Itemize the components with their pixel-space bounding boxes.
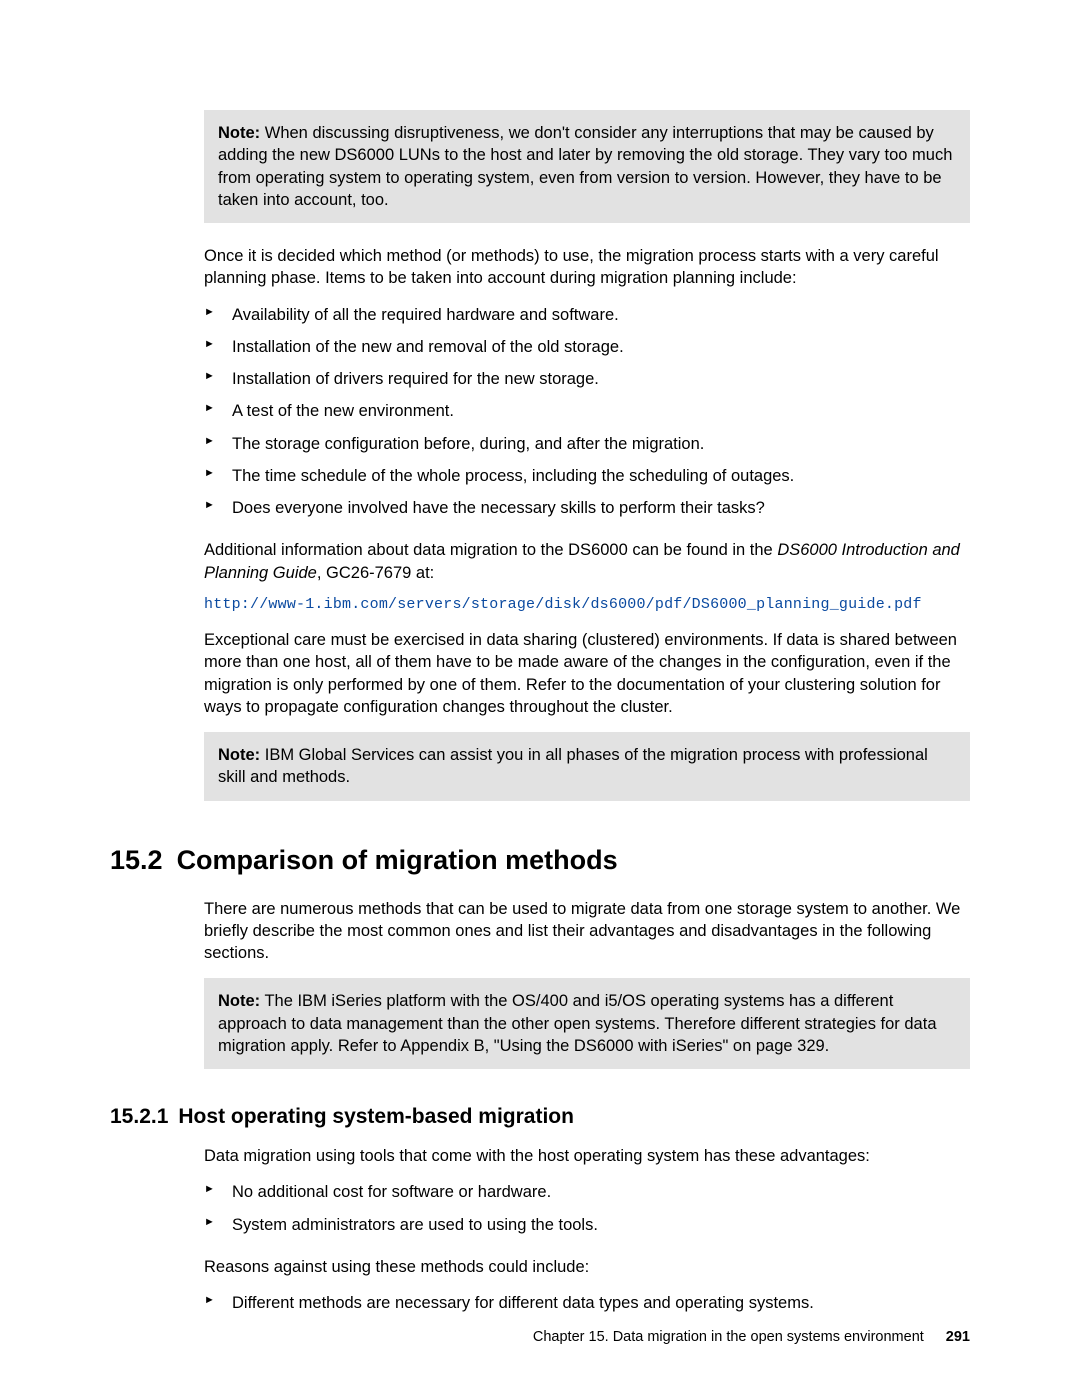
subsection-title: Host operating system-based migration [178,1105,574,1128]
list-item: Installation of the new and removal of t… [204,336,970,358]
planning-list: Availability of all the required hardwar… [204,304,970,520]
list-item: Does everyone involved have the necessar… [204,497,970,519]
list-item: The storage configuration before, during… [204,433,970,455]
footer-page-number: 291 [946,1329,970,1345]
list-item: Installation of drivers required for the… [204,368,970,390]
list-item: No additional cost for software or hardw… [204,1181,970,1203]
reasons-against: Reasons against using these methods coul… [204,1256,970,1278]
list-item: System administrators are used to using … [204,1214,970,1236]
note-label: Note: [218,992,260,1010]
note-text: When discussing disruptiveness, we don't… [218,124,952,209]
list-item: The time schedule of the whole process, … [204,465,970,487]
page-footer: Chapter 15. Data migration in the open s… [533,1329,970,1345]
url-link[interactable]: http://www-1.ibm.com/servers/storage/dis… [204,596,970,613]
footer-chapter: Chapter 15. Data migration in the open s… [533,1329,924,1345]
section-number: 15.2 [110,845,163,875]
advantages-list: No additional cost for software or hardw… [204,1181,970,1236]
disadvantages-list: Different methods are necessary for diff… [204,1292,970,1314]
list-item: Availability of all the required hardwar… [204,304,970,326]
note-text: IBM Global Services can assist you in al… [218,746,928,786]
section-title: Comparison of migration methods [177,845,618,875]
subsection-number: 15.2.1 [110,1105,168,1128]
section-intro: There are numerous methods that can be u… [204,898,970,965]
note-box-2: Note: IBM Global Services can assist you… [204,732,970,801]
section-heading: 15.2 Comparison of migration methods [110,845,970,876]
note-box-1: Note: When discussing disruptiveness, we… [204,110,970,223]
note-text: The IBM iSeries platform with the OS/400… [218,992,937,1055]
subsection-heading: 15.2.1 Host operating system-based migrat… [110,1105,970,1129]
planning-intro: Once it is decided which method (or meth… [204,245,970,290]
exceptional-care: Exceptional care must be exercised in da… [204,629,970,718]
note-box-3: Note: The IBM iSeries platform with the … [204,978,970,1069]
list-item: A test of the new environment. [204,400,970,422]
ref-post: , GC26-7679 at: [317,564,434,582]
note-label: Note: [218,124,260,142]
list-item: Different methods are necessary for diff… [204,1292,970,1314]
additional-info: Additional information about data migrat… [204,539,970,584]
note-label: Note: [218,746,260,764]
ref-pre: Additional information about data migrat… [204,541,777,559]
subsection-intro: Data migration using tools that come wit… [204,1145,970,1167]
